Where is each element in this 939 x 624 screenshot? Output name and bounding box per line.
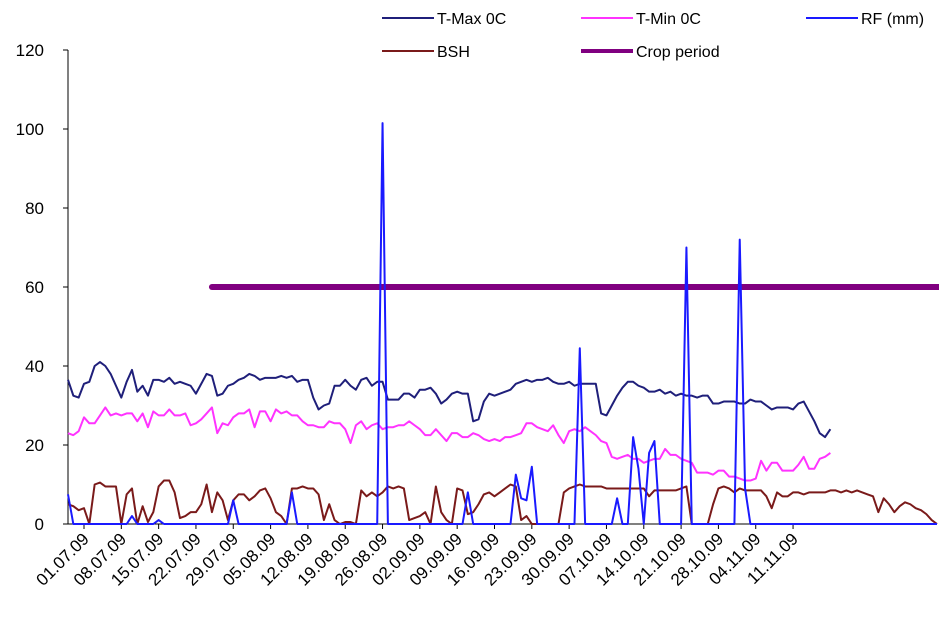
series-line-bsh [67,479,938,525]
series-layer [67,122,939,525]
y-tick-label: 80 [25,199,44,218]
x-axis: 01.07.0908.07.0915.07.0922.07.0929.07.09… [33,523,937,590]
legend-label: T-Max 0C [437,11,506,28]
y-tick-label: 100 [16,120,44,139]
legend-label: Crop period [636,44,720,61]
y-axis: 0 20 40 60 80 100 120 [16,41,69,534]
legend-item-t-max-0c: T-Max 0C [382,11,506,28]
legend-item-rf-mm: RF (mm) [806,11,924,28]
y-tick-label: 120 [16,41,44,60]
y-tick-label: 0 [35,515,44,534]
series-line-t-min-0c [67,406,831,482]
series-line-t-max-0c [67,361,832,439]
y-tick-label: 20 [25,436,44,455]
series-line-rf-mm [67,122,937,525]
legend-item-t-min-0c: T-Min 0C [581,11,701,28]
legend-label: BSH [437,44,470,61]
legend: T-Max 0C T-Min 0C RF (mm) BSH Crop period [382,11,924,61]
legend-item-bsh: BSH [382,44,470,61]
legend-item-crop-period: Crop period [581,44,720,61]
legend-label: RF (mm) [861,11,924,28]
y-tick-label: 40 [25,357,44,376]
legend-label: T-Min 0C [636,11,701,28]
y-tick-label: 60 [25,278,44,297]
